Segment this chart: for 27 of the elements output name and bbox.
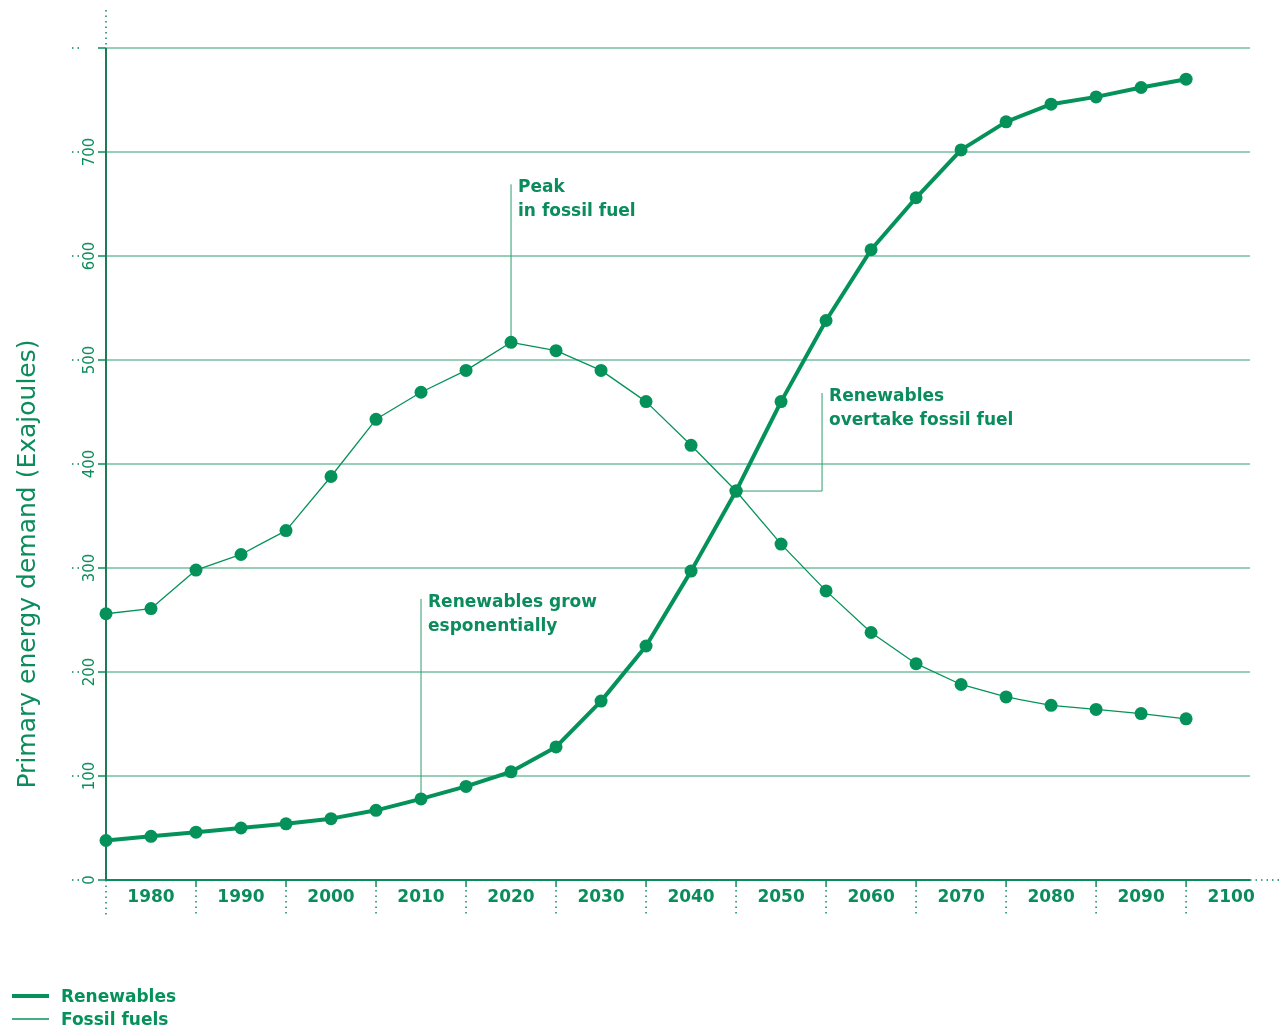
x-tick-label: 2060 — [847, 886, 895, 906]
y-tick-label: 400 — [80, 449, 98, 479]
x-tick-label: 2000 — [307, 886, 355, 906]
y-tick-label: 0 — [80, 875, 98, 885]
annotation: Renewables overtake fossil fuel — [829, 385, 1014, 430]
x-tick-label: 2070 — [937, 886, 985, 906]
y-tick-label: 600 — [80, 241, 98, 271]
annotation: Peak in fossil fuel — [518, 176, 636, 221]
y-tick-label: 200 — [80, 657, 98, 687]
legend-label: Fossil fuels — [61, 1009, 169, 1029]
annotation: Renewables grow esponentially — [428, 590, 598, 635]
x-tick-label: 1980 — [127, 886, 175, 906]
y-tick-label: 300 — [80, 553, 98, 583]
legend-label: Renewables — [61, 986, 177, 1006]
x-tick-label: 2080 — [1027, 886, 1075, 906]
x-tick-label: 2030 — [577, 886, 625, 906]
x-tick-label: 2040 — [667, 886, 715, 906]
x-tick-label: 2100 — [1207, 886, 1255, 906]
x-tick-label: 1990 — [217, 886, 265, 906]
x-tick-label: 2020 — [487, 886, 535, 906]
y-tick-label: 100 — [80, 761, 98, 791]
x-tick-label: 2010 — [397, 886, 445, 906]
y-tick-label: 500 — [80, 345, 98, 375]
x-tick-label: 2090 — [1117, 886, 1165, 906]
y-axis-title: Primary energy demand (Exajoules) — [12, 339, 41, 789]
x-tick-label: 2050 — [757, 886, 805, 906]
y-tick-label: 700 — [80, 137, 98, 167]
